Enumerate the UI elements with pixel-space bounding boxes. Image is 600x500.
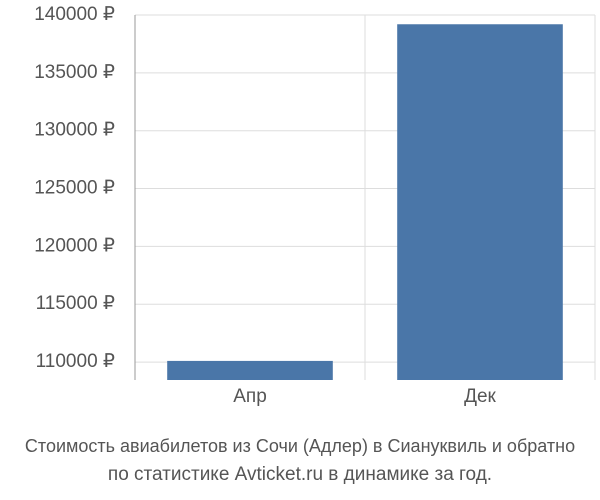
y-tick-label: 140000 ₽ — [34, 4, 115, 25]
y-tick-label: 115000 ₽ — [36, 293, 115, 314]
y-tick-label: 135000 ₽ — [34, 62, 115, 83]
chart-subtitle: по статистике Avticket.ru в динамике за … — [108, 464, 492, 485]
bar — [167, 360, 333, 380]
y-tick-label: 120000 ₽ — [34, 235, 115, 256]
chart-title: Стоимость авиабилетов из Сочи (Адлер) в … — [25, 436, 575, 456]
bar — [397, 24, 563, 380]
x-tick-label: Апр — [233, 386, 267, 407]
x-tick-label: Дек — [464, 386, 496, 407]
y-tick-label: 125000 ₽ — [34, 178, 115, 199]
y-tick-label: 110000 ₽ — [36, 351, 115, 372]
y-tick-label: 130000 ₽ — [34, 120, 115, 141]
